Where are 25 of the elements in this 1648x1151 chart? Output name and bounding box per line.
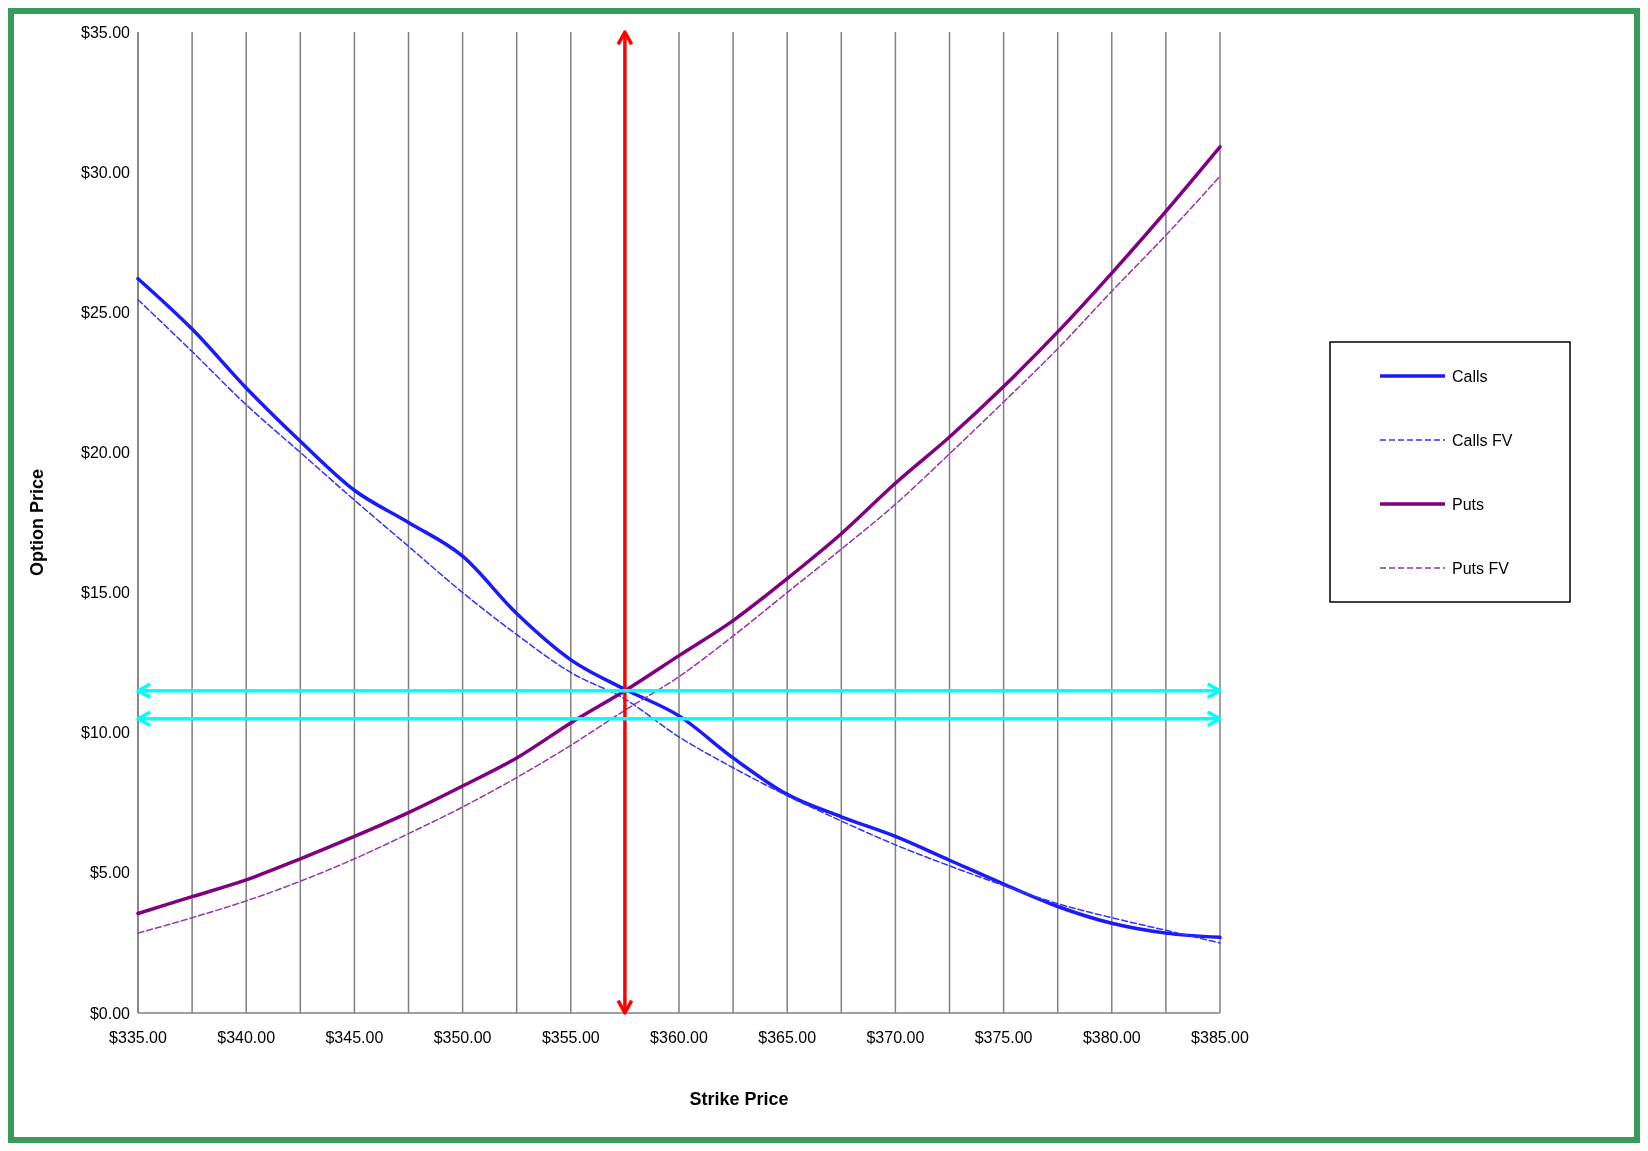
x-tick-label: $365.00 <box>758 1029 817 1046</box>
x-tick-label: $360.00 <box>650 1029 709 1046</box>
x-axis-title: Strike Price <box>689 1089 789 1109</box>
y-axis-title: Option Price <box>27 468 47 577</box>
y-tick-label: $25.00 <box>81 303 131 321</box>
x-tick-label: $350.00 <box>433 1029 492 1046</box>
legend-label: Puts <box>1452 495 1485 513</box>
y-tick-label: $5.00 <box>89 864 131 882</box>
x-tick-label: $380.00 <box>1082 1029 1141 1046</box>
y-tick-label: $0.00 <box>89 1004 131 1022</box>
x-tick-label: $370.00 <box>866 1029 925 1046</box>
x-tick-label: $345.00 <box>325 1029 384 1046</box>
x-tick-label: $355.00 <box>541 1029 600 1046</box>
x-tick-label: $375.00 <box>974 1029 1033 1046</box>
y-tick-label: $30.00 <box>81 163 131 181</box>
y-tick-label: $35.00 <box>81 23 131 41</box>
y-tick-label: $10.00 <box>81 724 131 742</box>
y-tick-label: $15.00 <box>81 584 131 602</box>
y-tick-label: $20.00 <box>81 444 131 462</box>
legend-label: Calls <box>1452 367 1488 385</box>
legend-label: Calls FV <box>1452 431 1513 449</box>
legend-label: Puts FV <box>1452 559 1510 577</box>
x-tick-label: $335.00 <box>109 1029 168 1046</box>
x-tick-label: $340.00 <box>217 1029 276 1046</box>
x-tick-label: $385.00 <box>1191 1029 1250 1046</box>
